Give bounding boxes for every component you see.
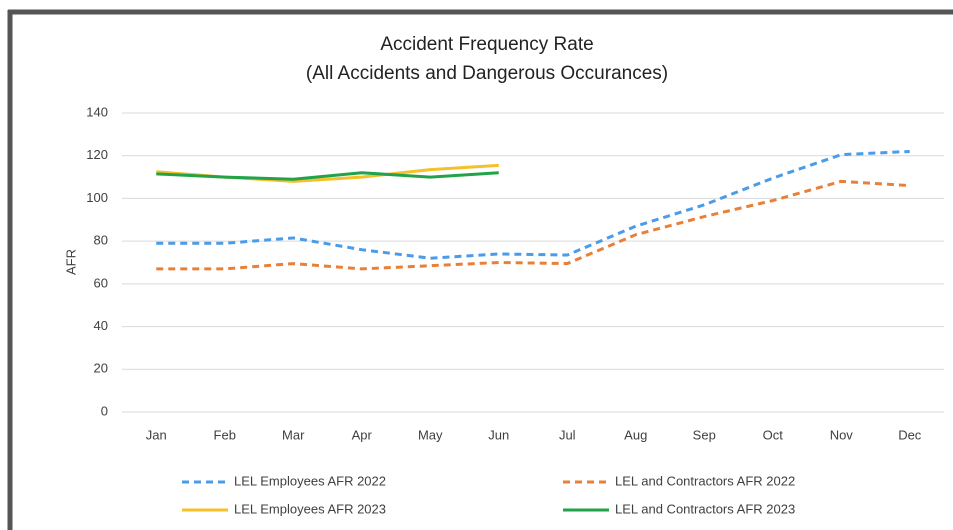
y-tick-label: 40 [94,318,108,333]
legend-label: LEL and Contractors AFR 2023 [615,501,795,516]
x-tick-label: Feb [214,427,236,442]
x-tick-label: Mar [282,427,305,442]
y-tick-label: 80 [94,233,108,248]
series-line [156,179,910,271]
y-tick-label: 20 [94,361,108,376]
x-tick-label: Jun [488,427,509,442]
x-tick-label: Apr [352,427,373,442]
legend-label: LEL Employees AFR 2023 [234,501,386,516]
x-tick-label: Jan [146,427,167,442]
y-axis-label: AFR [63,249,78,275]
x-tick-label: Jul [559,427,576,442]
y-tick-label: 100 [86,190,108,205]
x-tick-label: May [418,427,443,442]
y-tick-label: 120 [86,147,108,162]
x-tick-label: Aug [624,427,647,442]
series-line [156,149,910,260]
legend-label: LEL Employees AFR 2022 [234,473,386,488]
x-tick-label: Nov [830,427,854,442]
x-tick-label: Dec [898,427,922,442]
series-line [156,171,499,181]
legend-label: LEL and Contractors AFR 2022 [615,473,795,488]
x-tick-label: Oct [763,427,784,442]
y-tick-label: 140 [86,104,108,119]
x-tick-label: Sep [693,427,716,442]
chart-title: Accident Frequency Rate [380,34,593,55]
y-tick-label: 0 [101,403,108,418]
chart-subtitle: (All Accidents and Dangerous Occurances) [306,63,668,84]
y-tick-label: 60 [94,275,108,290]
